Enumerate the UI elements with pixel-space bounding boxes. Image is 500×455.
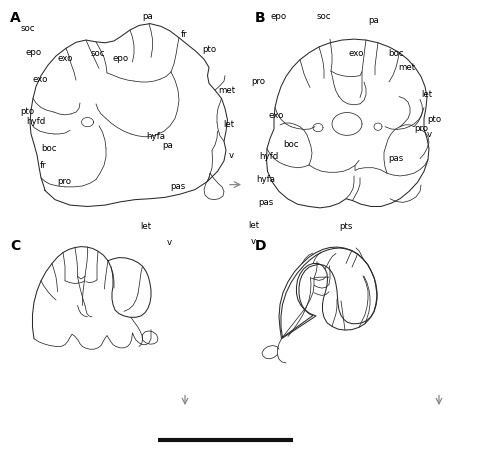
Text: pto: pto [427,115,441,124]
Text: boc: boc [41,143,57,152]
Text: fr: fr [40,161,46,170]
Text: v: v [426,129,432,138]
Text: pa: pa [368,15,380,25]
Text: exo: exo [348,49,364,58]
Text: v: v [166,238,172,247]
Text: let: let [140,221,151,230]
Text: met: met [398,63,415,72]
Text: boc: boc [388,49,404,58]
Text: pa: pa [142,12,153,21]
Text: exo: exo [269,111,284,120]
Text: hyfd: hyfd [259,152,278,161]
Text: B: B [255,11,266,25]
Text: exo: exo [58,54,72,63]
Text: soc: soc [317,12,331,21]
Text: hyfa: hyfa [146,132,166,141]
Text: pas: pas [170,182,185,191]
Text: pa: pa [162,140,173,149]
Text: D: D [255,239,266,253]
Text: hyfd: hyfd [26,117,46,126]
Text: pro: pro [57,177,71,186]
Text: met: met [218,86,236,95]
Text: epo: epo [26,48,42,57]
Text: fr: fr [180,30,188,39]
Text: pas: pas [258,197,274,207]
Text: pto: pto [202,45,216,54]
Text: pro: pro [414,124,428,133]
Text: v: v [251,237,256,246]
Text: boc: boc [283,139,299,148]
Text: exo: exo [32,75,48,84]
Text: C: C [10,239,20,253]
Text: epo: epo [271,12,287,21]
Text: let: let [223,119,234,128]
Text: pts: pts [340,221,352,230]
Text: hyfa: hyfa [256,175,276,184]
Text: pro: pro [252,76,266,86]
Text: v: v [229,151,234,160]
Text: soc: soc [91,49,105,58]
Text: let: let [422,90,432,99]
Text: pas: pas [388,154,404,163]
Text: let: let [248,220,260,229]
Text: epo: epo [113,54,129,63]
Text: soc: soc [20,24,35,33]
Text: A: A [10,11,21,25]
Text: pto: pto [20,106,34,116]
